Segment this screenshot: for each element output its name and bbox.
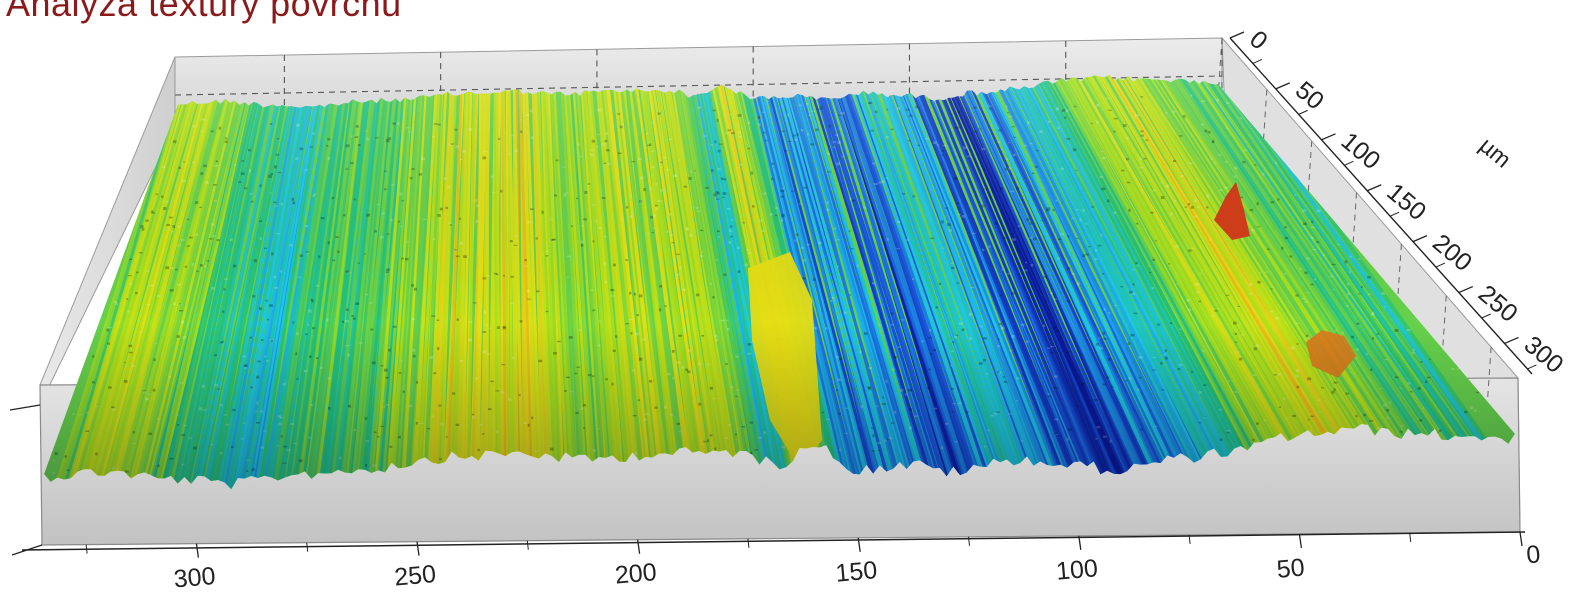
x-minor-tick: [85, 544, 88, 554]
x-tick: [416, 541, 420, 556]
y-tick-label: 50: [1290, 76, 1329, 115]
x-tick-label: 0: [1525, 540, 1541, 569]
x-tick-label: 250: [393, 560, 437, 592]
y-tick: [1458, 285, 1474, 294]
z-axis-tick: [9, 404, 41, 411]
x-axis-line: [21, 531, 1526, 551]
surface-heightmap: [44, 75, 1515, 490]
y-tick: [1275, 82, 1291, 90]
x-tick: [1078, 535, 1082, 550]
x-minor-tick: [968, 536, 971, 546]
y-minor-tick: [1344, 160, 1354, 166]
y-minor-tick: [1252, 58, 1263, 64]
x-minor-tick: [747, 538, 750, 548]
x-tick-label: 200: [614, 558, 658, 590]
y-tick-label: 150: [1381, 178, 1431, 226]
y-minor-tick: [1527, 364, 1537, 370]
y-tick-label: 200: [1427, 229, 1477, 277]
y-tick-label: 100: [1336, 127, 1386, 175]
x-tick: [1298, 533, 1303, 549]
y-tick: [1412, 235, 1428, 243]
x-tick-label: 300: [173, 562, 217, 594]
x-tick: [195, 543, 200, 558]
y-tick-label: 250: [1473, 280, 1523, 328]
x-tick: [1519, 531, 1523, 547]
y-tick: [1229, 31, 1245, 39]
peak-feature: [1214, 182, 1250, 240]
y-tick: [1504, 336, 1519, 345]
x-minor-tick: [1188, 534, 1191, 544]
x-tick-label: 150: [834, 556, 878, 588]
y-minor-tick: [1481, 313, 1491, 319]
x-minor-tick: [306, 542, 309, 552]
y-tick: [1321, 133, 1336, 141]
y-tick-label: 0: [1244, 25, 1273, 55]
grid-line-z: [174, 75, 1223, 96]
x-tick-label: 100: [1055, 554, 1099, 586]
x-tick: [636, 539, 641, 554]
y-minor-tick: [1389, 211, 1400, 217]
x-tick: [857, 537, 861, 552]
x-tick-label: 50: [1276, 554, 1306, 584]
y-tick-label: 300: [1519, 331, 1569, 379]
y-axis-unit-label: µm: [1475, 132, 1517, 173]
y-minor-tick: [1298, 109, 1308, 115]
x-minor-tick: [526, 540, 529, 550]
page-title: Analyza textury povrchu: [6, 0, 402, 24]
y-tick: [1367, 184, 1382, 192]
x-minor-tick: [1409, 532, 1412, 543]
y-minor-tick: [1435, 262, 1446, 268]
